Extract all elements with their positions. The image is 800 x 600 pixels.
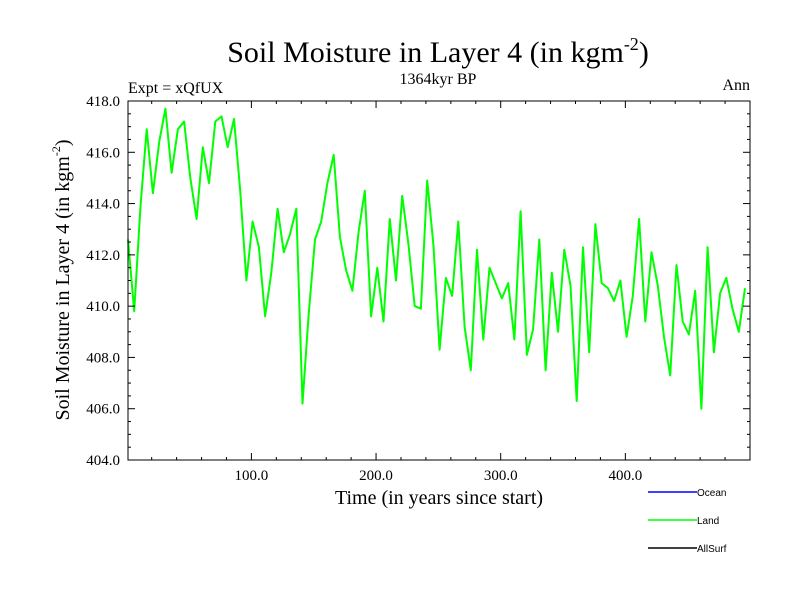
x-tick-label: 100.0 — [235, 468, 269, 484]
chart-title-close: ) — [639, 36, 649, 69]
y-axis: 404.0 406.0 408.0 410.0 412.0 414.0 416.0 418.0 — [86, 94, 750, 469]
x-axis: 100.0 200.0 300.0 400.0 — [151, 101, 726, 484]
y-tick-label: 412.0 — [86, 248, 120, 264]
y-tick-label: 404.0 — [86, 453, 120, 469]
y-tick-label: 414.0 — [86, 197, 120, 213]
y-tick-label: 416.0 — [86, 145, 120, 161]
chart-subtitle: 1364kyr BP — [400, 71, 477, 88]
series-line-land — [127, 107, 746, 410]
plot-area — [127, 107, 746, 410]
y-tick-label: 418.0 — [86, 94, 120, 110]
x-axis-label: Time (in years since start) — [335, 487, 543, 509]
legend-label-land: Land — [697, 516, 719, 527]
y-axis-label: Soil Moisture in Layer 4 (in kgm-2) — [49, 139, 74, 420]
chart-title: Soil Moisture in Layer 4 (in kgm-2) — [227, 34, 649, 69]
y-tick-label: 406.0 — [86, 402, 120, 418]
legend-label-ocean: Ocean — [697, 488, 726, 499]
y-axis-label-superscript: -2 — [49, 146, 63, 156]
x-tick-label: 300.0 — [484, 468, 518, 484]
period-label: Ann — [722, 77, 750, 94]
y-axis-label-close: ) — [52, 139, 74, 146]
x-tick-label: 400.0 — [608, 468, 642, 484]
y-tick-label: 410.0 — [86, 299, 120, 315]
chart-title-text: Soil Moisture in Layer 4 (in kgm — [227, 36, 624, 69]
y-axis-label-text: Soil Moisture in Layer 4 (in kgm — [52, 156, 74, 421]
x-tick-label: 200.0 — [359, 468, 393, 484]
experiment-label: Expt = xQfUX — [128, 80, 224, 97]
y-tick-label: 408.0 — [86, 350, 120, 366]
chart-title-superscript: -2 — [624, 34, 639, 54]
legend-label-allsurf: AllSurf — [697, 544, 727, 555]
legend: Ocean Land AllSurf — [648, 488, 727, 555]
